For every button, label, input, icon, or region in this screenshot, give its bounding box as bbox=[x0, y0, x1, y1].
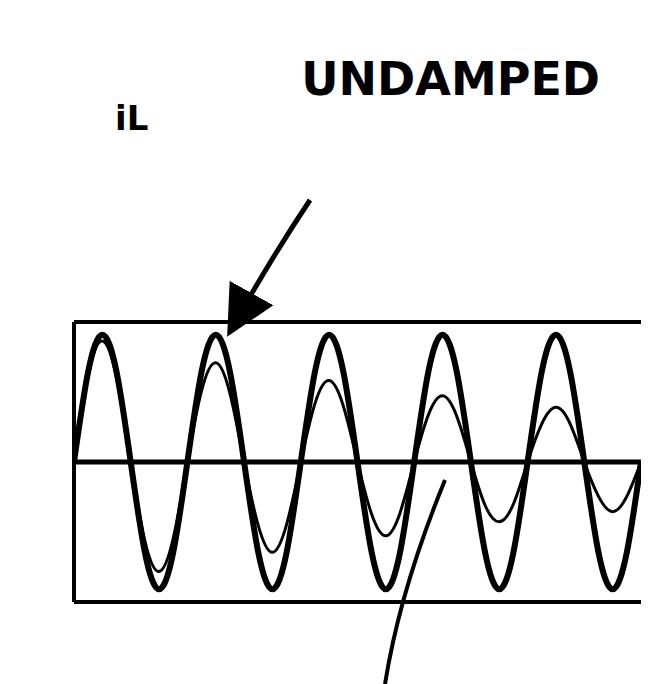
svg-text:UNDAMPED: UNDAMPED bbox=[301, 52, 600, 106]
svg-text:iL: iL bbox=[115, 98, 148, 138]
